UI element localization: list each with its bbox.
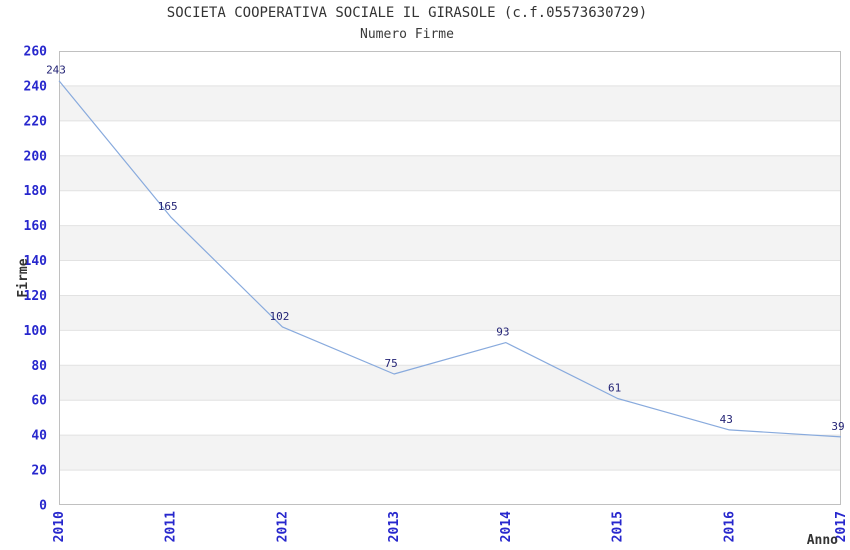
plot-band [59,435,841,471]
data-point-label: 75 [384,357,397,370]
y-axis-tick-label: 140 [24,254,48,269]
y-axis-tick-label: 60 [31,394,47,409]
y-axis-tick-label: 0 [39,499,47,514]
plot-band [59,225,841,261]
x-axis-tick-label: 2017 [834,511,849,542]
data-point-label: 43 [720,413,733,426]
x-axis-tick-label: 2011 [164,511,179,542]
x-axis-tick-label: 2010 [52,511,67,542]
x-axis-tick-label: 2016 [722,511,737,542]
data-point-label: 102 [269,310,289,323]
x-axis-title: Anno [807,533,838,548]
data-line-numero-firme [58,80,842,438]
plot-band [59,365,841,401]
y-axis-tick-label: 220 [24,114,48,129]
x-axis-tick-label: 2012 [275,511,290,542]
chart-subtitle: Numero Firme [360,27,454,42]
data-point-label: 93 [496,326,509,339]
y-axis-tick-label: 40 [31,429,47,444]
y-axis-tick-label: 80 [31,359,47,374]
y-axis-tick-label: 240 [24,79,48,94]
x-axis-tick-label: 2013 [387,511,402,542]
data-point-label: 165 [158,200,178,213]
y-axis-tick-label: 180 [24,184,48,199]
plot-band [59,155,841,191]
data-point-label: 39 [831,420,844,433]
y-axis-tick-label: 20 [31,464,47,479]
data-point-label: 243 [46,64,66,77]
plot-band [59,295,841,331]
y-axis-tick-label: 200 [24,149,48,164]
y-axis-tick-label: 160 [24,219,48,234]
data-point-label: 61 [608,382,621,395]
chart-title: SOCIETA COOPERATIVA SOCIALE IL GIRASOLE … [166,5,648,21]
x-axis-tick-label: 2015 [611,511,626,542]
y-axis-tick-label: 100 [24,324,48,339]
plot-band [59,85,841,121]
y-axis-tick-label: 260 [24,45,48,60]
y-axis-tick-label: 120 [24,289,48,304]
y-axis-title: Firme [16,258,31,297]
plot-border [59,51,841,505]
x-axis-tick-label: 2014 [499,511,514,542]
